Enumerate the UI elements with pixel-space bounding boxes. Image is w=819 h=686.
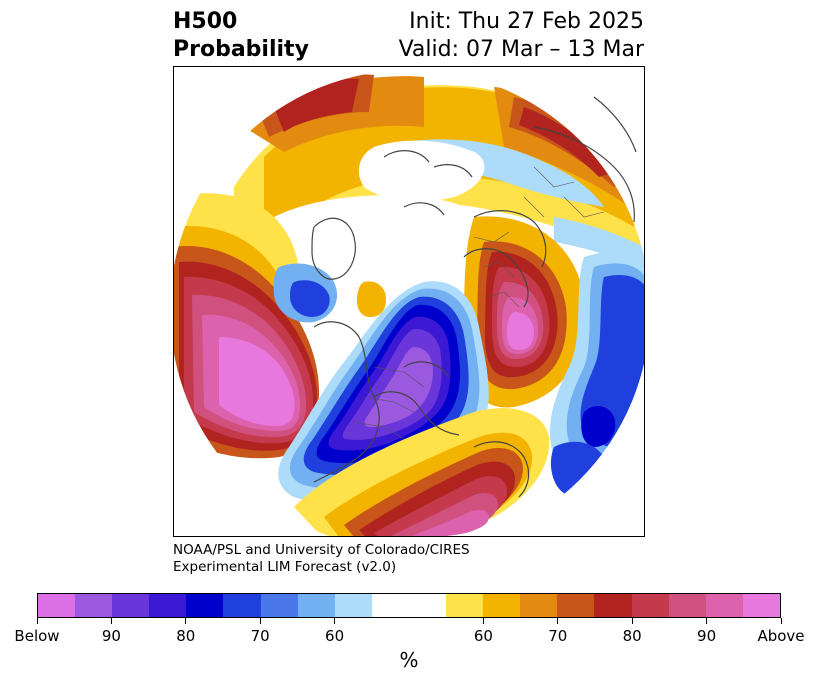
neutral-central xyxy=(274,195,504,298)
probability-map xyxy=(173,66,645,537)
colorbar-tick-label: 60 xyxy=(473,627,493,645)
coastline-pole-islands xyxy=(383,150,473,216)
contour-above-north-ring-80 xyxy=(274,78,359,132)
contour-above-south-90 xyxy=(406,509,489,536)
contour-below-greenland-80 xyxy=(290,280,330,317)
title-product: Probability xyxy=(173,37,309,62)
colorbar-tick xyxy=(780,618,782,624)
colorbar-tick-label: 80 xyxy=(622,627,642,645)
colorbar-segment xyxy=(38,594,76,617)
colorbar-segment xyxy=(631,594,669,617)
map-svg xyxy=(174,70,644,536)
colorbar-tick-label: 70 xyxy=(250,627,270,645)
credit-line-1: NOAA/PSL and University of Colorado/CIRE… xyxy=(173,542,470,558)
colorbar-segment xyxy=(742,594,780,617)
borders-asia xyxy=(523,166,605,218)
coastlines xyxy=(311,96,637,498)
colorbar-segment xyxy=(371,594,409,617)
coastline-asia xyxy=(533,96,637,223)
colorbar-segment xyxy=(483,594,521,617)
colorbar-segment xyxy=(705,594,743,617)
colorbar-segment xyxy=(520,594,558,617)
coastline-africa xyxy=(473,441,530,498)
colorbar-segment xyxy=(223,594,261,617)
colorbar-tick-label: Below xyxy=(14,627,60,645)
colorbar-tick xyxy=(110,618,112,624)
title-variable: H500 xyxy=(173,9,238,34)
coastline-europe xyxy=(463,210,547,308)
colorbar-tick xyxy=(185,618,187,624)
colorbar-tick xyxy=(259,618,261,624)
colorbar-tick-label: 60 xyxy=(325,627,345,645)
colorbar-segment xyxy=(297,594,335,617)
title-right: Init: Thu 27 Feb 2025 Valid: 07 Mar – 13… xyxy=(399,8,644,64)
coastline-north-america xyxy=(313,321,460,483)
colorbar-segment xyxy=(186,594,224,617)
probability-field xyxy=(174,70,644,536)
colorbar-tick xyxy=(334,618,336,624)
colorbar-tick xyxy=(482,618,484,624)
contour-below-asia-90 xyxy=(581,405,616,447)
credit-line-2: Experimental LIM Forecast (v2.0) xyxy=(173,559,397,575)
neutral-pole xyxy=(358,140,485,202)
contour-below-asia-lower xyxy=(550,441,605,497)
colorbar-tick xyxy=(631,618,633,624)
valid-period: Valid: 07 Mar – 13 Mar xyxy=(398,37,644,62)
colorbar-tick xyxy=(557,618,559,624)
colorbar-segment xyxy=(594,594,632,617)
init-date: Init: Thu 27 Feb 2025 xyxy=(409,9,644,34)
contour-above-west-95 xyxy=(219,337,295,427)
contour-above-center-small xyxy=(356,281,386,317)
country-borders xyxy=(353,166,605,440)
contour-above-europe-95 xyxy=(507,312,534,350)
colorbar-tick xyxy=(36,618,38,624)
contour-below-na-max xyxy=(364,347,433,428)
colorbar-segment xyxy=(334,594,372,617)
coastline-greenland xyxy=(311,217,356,280)
contour-above-ne-80 xyxy=(519,107,614,177)
colorbar-tick-label: 90 xyxy=(697,627,717,645)
colorbar-segment xyxy=(75,594,113,617)
colorbar-segment xyxy=(112,594,150,617)
colorbar-tick-label: Above xyxy=(757,627,805,645)
colorbar-tick-label: 70 xyxy=(548,627,568,645)
borders-europe xyxy=(473,231,520,308)
colorbar-segment xyxy=(408,594,447,617)
colorbar-unit: % xyxy=(399,648,419,672)
borders-north-america xyxy=(353,366,425,440)
credit: NOAA/PSL and University of Colorado/CIRE… xyxy=(173,542,470,576)
colorbar-tick xyxy=(706,618,708,624)
colorbar-segment xyxy=(149,594,187,617)
colorbar-segment xyxy=(557,594,595,617)
colorbar-segment xyxy=(668,594,706,617)
title-left: H500 Probability xyxy=(173,8,309,64)
colorbar-segment xyxy=(260,594,298,617)
colorbar-tick-label: 90 xyxy=(101,627,121,645)
colorbar-segment xyxy=(446,594,484,617)
colorbar xyxy=(37,593,781,618)
colorbar-tick-label: 80 xyxy=(176,627,196,645)
